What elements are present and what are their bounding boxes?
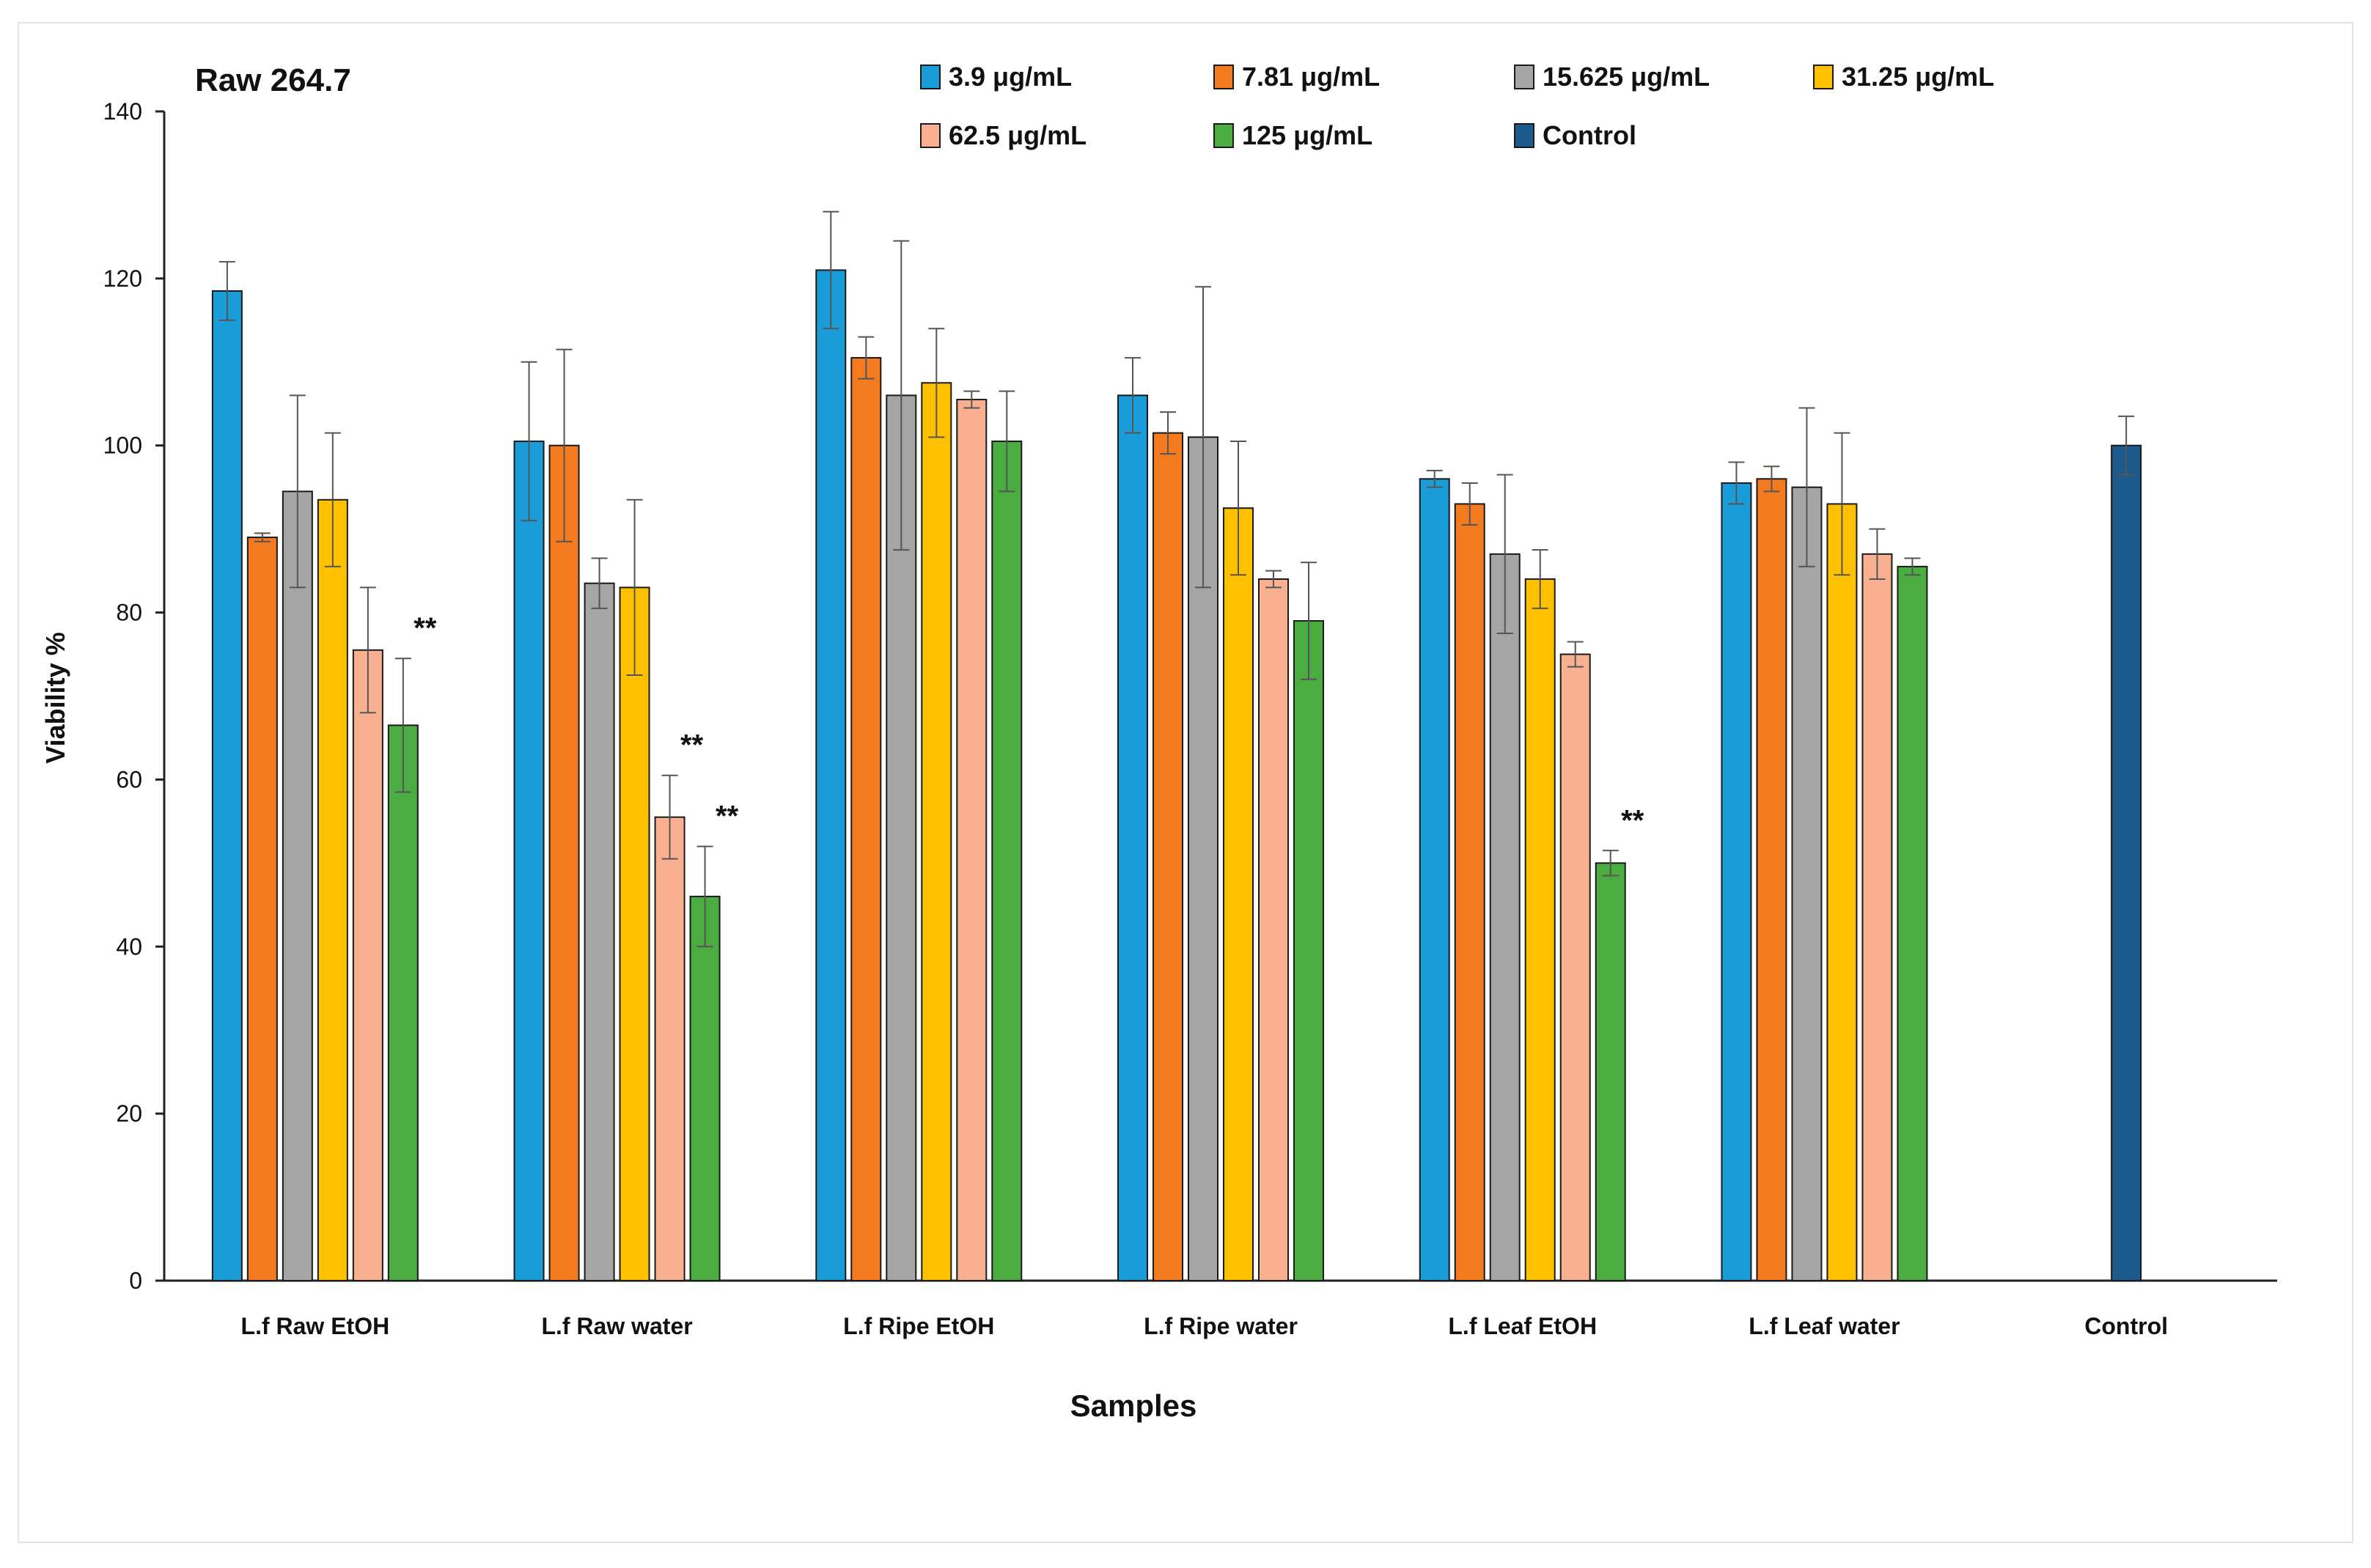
legend-swatch bbox=[920, 65, 941, 89]
y-tick-label: 20 bbox=[116, 1100, 142, 1127]
bar bbox=[1153, 432, 1183, 1281]
x-axis: L.f Raw EtOH L.f Raw water L.f Ripe EtOH L.… bbox=[164, 1279, 2277, 1339]
bar bbox=[513, 441, 545, 1282]
legend-item: 125 μg/mL bbox=[1213, 120, 1372, 150]
legend-item: 7.81 μg/mL bbox=[1213, 62, 1380, 92]
bar bbox=[1897, 565, 1928, 1281]
bar-chart: Raw 264.7 3.9 μg/mL 7.81 μg/mL 15.625 μg/m… bbox=[40, 62, 2277, 1423]
x-tick-label: L.f Leaf water bbox=[1749, 1313, 1900, 1339]
bar bbox=[1826, 503, 1858, 1282]
bar bbox=[1454, 503, 1485, 1282]
x-tick-label: L.f Raw water bbox=[541, 1313, 692, 1339]
legend-label: Control bbox=[1543, 120, 1636, 150]
bar bbox=[548, 444, 580, 1282]
bar bbox=[850, 357, 882, 1282]
bar bbox=[584, 582, 615, 1281]
x-tick-label: Control bbox=[2084, 1313, 2168, 1339]
bar bbox=[1721, 482, 1752, 1281]
y-tick-label: 60 bbox=[116, 766, 142, 792]
legend-label: 7.81 μg/mL bbox=[1242, 62, 1380, 92]
bar bbox=[1117, 394, 1148, 1281]
legend-swatch bbox=[1813, 65, 1834, 89]
significance-mark: ** bbox=[413, 612, 437, 644]
x-tick-label: L.f Ripe water bbox=[1144, 1313, 1298, 1339]
legend-label: 31.25 μg/mL bbox=[1842, 62, 1994, 92]
bar bbox=[1861, 553, 1893, 1281]
legend: 3.9 μg/mL 7.81 μg/mL 15.625 μg/mL 31.25 μg/… bbox=[920, 62, 1994, 150]
y-axis: 0 20 40 60 80 100 120 140 bbox=[103, 98, 166, 1294]
y-axis-label: Viability % bbox=[40, 632, 70, 763]
y-tick-label: 80 bbox=[116, 600, 142, 626]
bar bbox=[282, 490, 313, 1281]
bar bbox=[1756, 478, 1787, 1281]
bar bbox=[246, 537, 278, 1281]
y-tick-label: 140 bbox=[103, 98, 142, 125]
bar bbox=[815, 269, 847, 1282]
error-bars bbox=[218, 210, 2135, 948]
x-tick-label: L.f Ripe EtOH bbox=[843, 1313, 994, 1339]
chart-frame: Raw 264.7 3.9 μg/mL 7.81 μg/mL 15.625 μg/m… bbox=[18, 22, 2353, 1543]
significance-mark: ** bbox=[716, 800, 739, 833]
legend-item: 15.625 μg/mL bbox=[1514, 62, 1710, 92]
significance-mark: ** bbox=[1621, 804, 1644, 836]
legend-label: 3.9 μg/mL bbox=[949, 62, 1072, 92]
x-tick-label: L.f Raw EtOH bbox=[241, 1313, 390, 1339]
bar bbox=[1595, 862, 1626, 1282]
legend-swatch bbox=[1213, 123, 1234, 148]
significance-marks: ** ** ** ** bbox=[413, 612, 1644, 836]
legend-swatch bbox=[920, 123, 941, 148]
bars bbox=[211, 269, 2142, 1282]
bar bbox=[1258, 578, 1289, 1281]
legend-label: 125 μg/mL bbox=[1242, 120, 1372, 150]
bar bbox=[991, 441, 1023, 1282]
bar bbox=[1489, 553, 1521, 1281]
bar bbox=[387, 724, 419, 1281]
chart-title: Raw 264.7 bbox=[195, 62, 351, 98]
legend-item: Control bbox=[1514, 120, 1636, 150]
bar bbox=[317, 498, 348, 1282]
legend-swatch bbox=[1514, 65, 1534, 89]
bar bbox=[1524, 578, 1556, 1281]
significance-mark: ** bbox=[680, 729, 704, 762]
bar bbox=[2111, 444, 2142, 1282]
legend-item: 62.5 μg/mL bbox=[920, 120, 1087, 150]
bar bbox=[352, 649, 383, 1281]
bar bbox=[1293, 619, 1324, 1281]
legend-item: 31.25 μg/mL bbox=[1813, 62, 1994, 92]
bar bbox=[211, 290, 243, 1282]
bar bbox=[921, 382, 952, 1282]
bar bbox=[689, 895, 721, 1281]
x-tick-label: L.f Leaf EtOH bbox=[1448, 1313, 1597, 1339]
bar bbox=[1791, 486, 1823, 1281]
y-tick-label: 40 bbox=[116, 933, 142, 960]
legend-label: 15.625 μg/mL bbox=[1543, 62, 1710, 92]
x-axis-label: Samples bbox=[1070, 1388, 1197, 1423]
bar bbox=[956, 399, 988, 1281]
y-tick-label: 0 bbox=[129, 1267, 142, 1294]
bar bbox=[1559, 653, 1591, 1281]
legend-item: 3.9 μg/mL bbox=[920, 62, 1072, 92]
bar bbox=[1223, 507, 1254, 1281]
y-tick-label: 120 bbox=[103, 265, 142, 292]
y-tick-label: 100 bbox=[103, 433, 142, 459]
bar bbox=[619, 586, 650, 1281]
bar bbox=[654, 816, 685, 1281]
legend-swatch bbox=[1213, 65, 1234, 89]
bar bbox=[1419, 478, 1450, 1281]
legend-swatch bbox=[1514, 123, 1534, 148]
legend-label: 62.5 μg/mL bbox=[949, 120, 1087, 150]
